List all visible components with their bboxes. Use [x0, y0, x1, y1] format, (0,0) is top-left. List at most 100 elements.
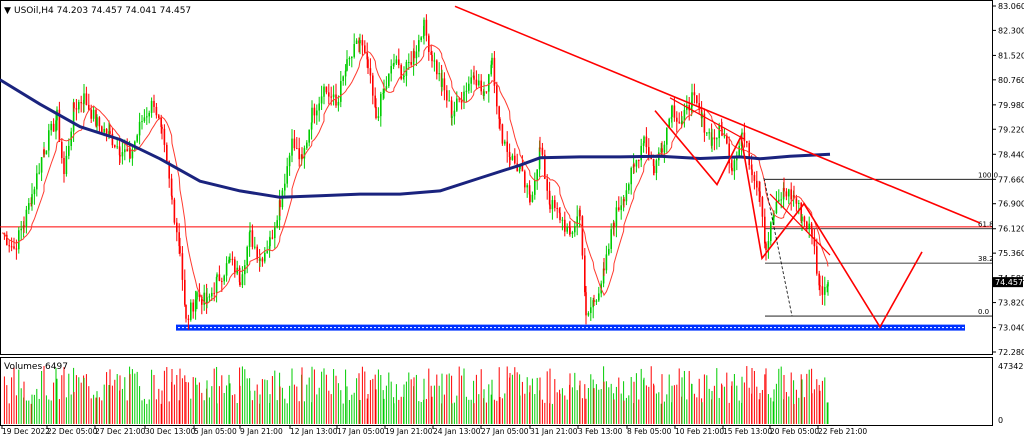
candle-body [663, 144, 666, 153]
candle-body [340, 81, 342, 102]
x-tick-label: 10 Feb 21:00 [675, 427, 724, 436]
candle-body [28, 203, 30, 210]
y-tick-label: 73.820 [998, 299, 1024, 308]
candle-body [549, 204, 551, 210]
candle-body [98, 117, 101, 127]
candle-body [148, 112, 150, 117]
candle-body [666, 127, 668, 145]
candle-body [793, 195, 795, 199]
candle-body [390, 66, 392, 74]
candle-body [178, 232, 180, 247]
candle-body [146, 116, 148, 118]
candle-body [564, 219, 566, 232]
candle-body [615, 207, 618, 227]
candle-body [431, 54, 433, 62]
candle-body [261, 258, 264, 262]
candle-body [541, 147, 544, 155]
candle-body [296, 148, 298, 150]
candle-body [610, 229, 612, 249]
candle-body [395, 59, 398, 64]
candle-body [546, 178, 548, 191]
candle-body [85, 93, 88, 105]
candle-body [438, 73, 440, 75]
candle-body [593, 300, 595, 302]
candle-body [190, 302, 192, 320]
candle-body [483, 91, 485, 96]
candle-body [303, 148, 306, 159]
candle-body [48, 130, 50, 151]
candle-body [176, 222, 178, 233]
volume-title: Volumes 6497 [4, 362, 68, 372]
candle-body [38, 172, 40, 174]
candle-body [359, 40, 361, 44]
volume-plot-layer [3, 366, 829, 424]
candle-body [119, 155, 121, 157]
pattern-line [669, 97, 746, 141]
candle-body [623, 199, 625, 202]
candle-body [738, 145, 740, 157]
candle-body [443, 78, 446, 91]
candle-body [201, 296, 203, 305]
candle-body [311, 107, 313, 123]
candle-body [403, 75, 405, 77]
x-tick-label: 22 Dec 05:00 [47, 427, 98, 436]
chart-title: USOil,H4 74.203 74.457 74.041 74.457 [14, 6, 191, 16]
candle-body [574, 226, 576, 233]
candle-body [325, 86, 328, 93]
candle-body [708, 132, 710, 134]
candle-body [645, 136, 648, 148]
candle-body [358, 40, 360, 44]
projection-zigzag[interactable] [654, 110, 923, 329]
candle-body [598, 293, 600, 301]
candle-body [266, 251, 268, 253]
candle-body [288, 155, 291, 167]
dropdown-arrow-icon[interactable]: ▼ [4, 6, 11, 16]
candle-body [374, 95, 376, 107]
candle-body [52, 123, 55, 132]
candle-body [648, 147, 650, 156]
candle-body [433, 60, 436, 62]
candle-body [13, 246, 15, 249]
candle-body [124, 149, 126, 153]
candle-body [276, 220, 278, 228]
candle-body [101, 126, 103, 133]
candle-body [43, 149, 45, 155]
candle-body [488, 74, 490, 92]
x-tick-label: 17 Jan 05:00 [337, 427, 385, 436]
candle-body [441, 78, 443, 87]
candle-body [780, 199, 782, 201]
candle-body [25, 209, 28, 227]
candle-body [499, 118, 501, 125]
candle-body [114, 145, 116, 147]
descending-trendline[interactable] [454, 5, 981, 224]
y-tick-label: 78.440 [998, 150, 1024, 159]
candle-body [316, 110, 318, 116]
candle-body [388, 73, 390, 87]
candle-body [335, 103, 337, 106]
candle-body [90, 109, 92, 119]
candle-body [249, 230, 251, 233]
candle-body [743, 132, 746, 142]
candle-body [111, 133, 114, 146]
candle-body [504, 141, 506, 144]
candle-body [23, 225, 25, 227]
x-tick-label: 5 Jan 05:00 [194, 427, 237, 436]
candle-body [8, 245, 10, 247]
main-plot-layer: 100.0 61.8 38.2 0.0 [0, 5, 998, 331]
candle-body [559, 212, 561, 221]
candle-body [748, 142, 750, 166]
fib-level-label: 0.0 [978, 308, 989, 316]
candle-body [268, 246, 271, 252]
candle-body [566, 227, 568, 232]
candle-body [788, 189, 790, 197]
volume-tick-label: 47342 [998, 362, 1023, 371]
candle-body [584, 255, 586, 293]
candle-body [170, 178, 173, 196]
candle-body [628, 184, 630, 191]
candle-body [643, 136, 645, 144]
candle-body [818, 273, 820, 286]
candle-body [767, 241, 770, 251]
candle-body [524, 171, 526, 188]
dashed-projection-line [763, 177, 793, 317]
candle-body [318, 103, 320, 111]
